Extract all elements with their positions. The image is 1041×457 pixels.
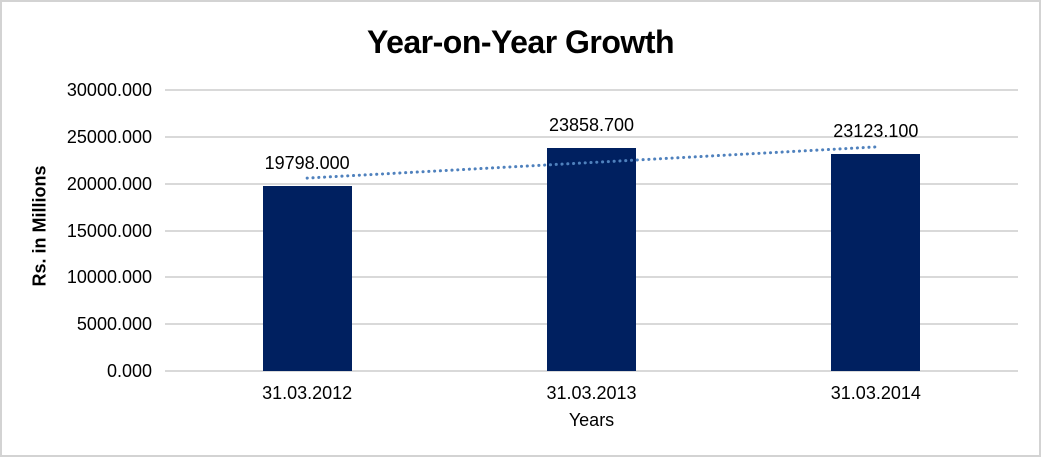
gridline [165, 370, 1018, 372]
y-axis-tick-label: 25000.000 [66, 126, 152, 147]
bar-31.03.2012 [262, 185, 352, 371]
bar-31.03.2013 [547, 147, 636, 371]
x-axis-title: Years [568, 410, 615, 430]
x-axis-tick-label: 31.03.2013 [546, 383, 637, 403]
x-axis-tick-label: 31.03.2014 [830, 383, 921, 403]
y-axis-tick-label: 30000.000 [66, 80, 152, 100]
y-axis-tick-label: 20000.000 [66, 173, 152, 194]
gridline [165, 135, 1018, 138]
gridline [165, 89, 1018, 91]
bar-31.03.2014 [831, 154, 921, 371]
y-axis-tick-label: 15000.000 [66, 220, 152, 241]
y-axis-tick-label: 5000.000 [76, 314, 152, 335]
y-axis-tick-label: 10000.000 [66, 267, 152, 288]
data-label: 19798.000 [264, 152, 350, 173]
data-label: 23123.100 [833, 121, 919, 142]
chart-title: Year-on-Year Growth [366, 24, 675, 60]
y-axis-tick-label: 0.000 [106, 361, 152, 381]
data-label: 23858.700 [548, 114, 635, 135]
x-axis-tick-label: 31.03.2012 [262, 383, 353, 403]
